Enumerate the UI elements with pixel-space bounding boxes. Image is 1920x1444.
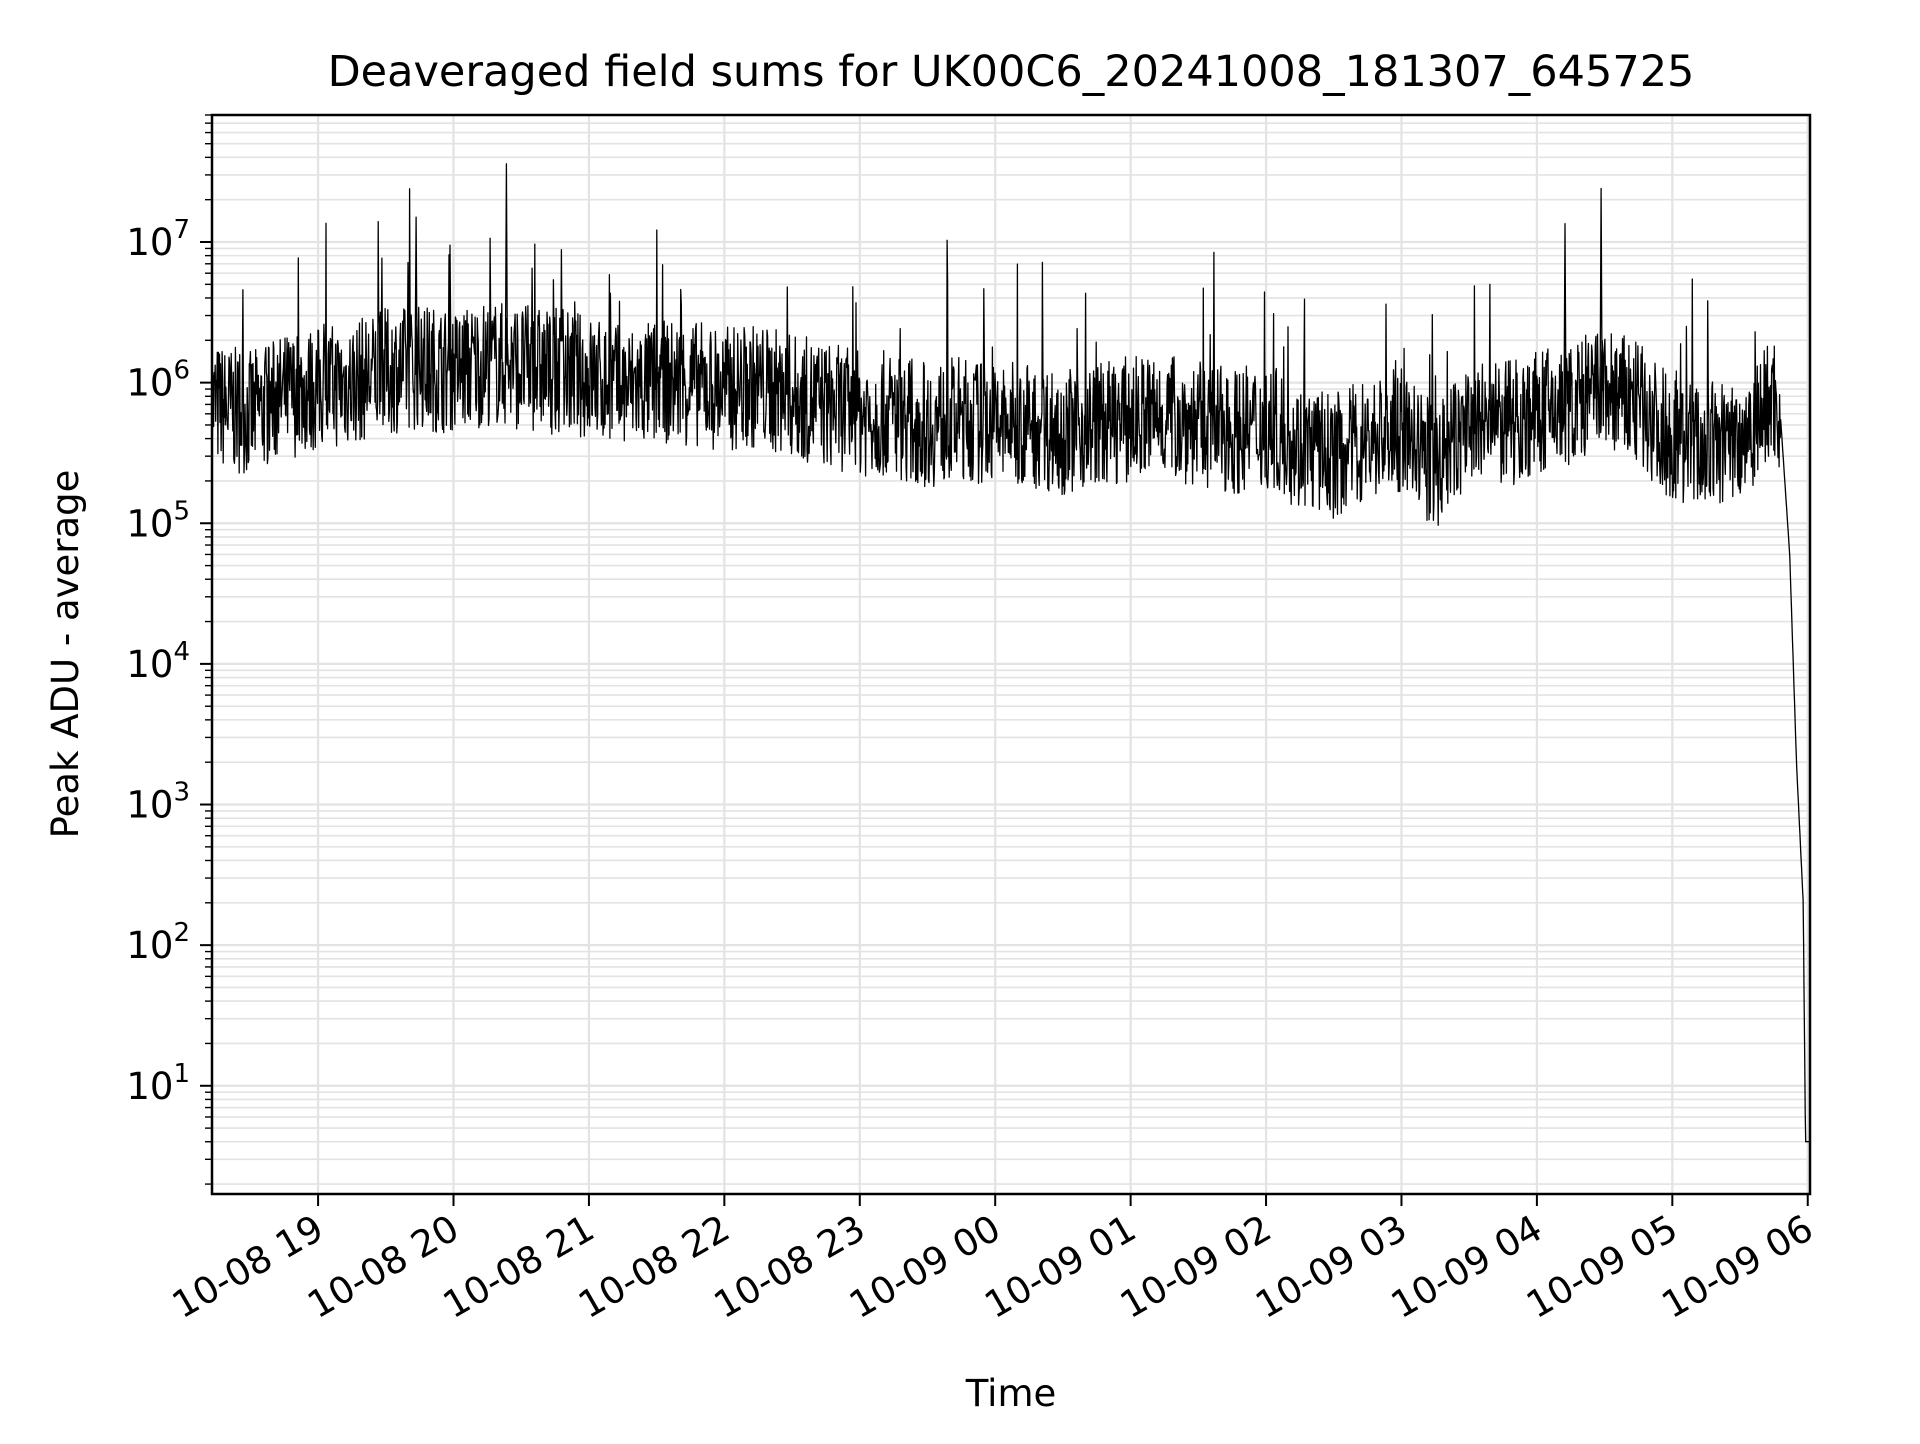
grid-layer <box>212 114 1810 1194</box>
y-tick-base: 10 <box>126 502 173 545</box>
y-tick-exponent: 3 <box>173 778 190 808</box>
y-tick-label: 104 <box>126 637 190 686</box>
y-tick-base: 10 <box>126 221 173 264</box>
y-tick-exponent: 5 <box>173 496 190 526</box>
y-tick-base: 10 <box>126 362 173 405</box>
y-axis-label: Peak ADU - average <box>44 470 87 839</box>
y-tick-base: 10 <box>126 1065 173 1108</box>
y-tick-label: 106 <box>126 356 190 405</box>
y-tick-label: 103 <box>126 778 190 827</box>
y-tick-label: 102 <box>126 918 190 967</box>
series-line <box>211 163 1811 1143</box>
y-tick-base: 10 <box>126 784 173 827</box>
y-tick-exponent: 6 <box>173 356 190 386</box>
y-tick-exponent: 1 <box>173 1059 190 1089</box>
y-tick-exponent: 7 <box>173 215 190 245</box>
x-axis-label: Time <box>965 1372 1057 1415</box>
plot-frame <box>210 113 1812 1196</box>
line-layer <box>211 163 1811 1143</box>
y-tick-exponent: 2 <box>173 918 190 948</box>
y-tick-base: 10 <box>126 643 173 686</box>
y-tick-base: 10 <box>126 924 173 967</box>
y-tick-label: 107 <box>126 215 190 264</box>
y-tick-exponent: 4 <box>173 637 190 667</box>
y-tick-label: 101 <box>126 1059 190 1108</box>
y-tick-label: 105 <box>126 496 190 545</box>
chart-title: Deaveraged field sums for UK00C6_2024100… <box>328 47 1695 97</box>
